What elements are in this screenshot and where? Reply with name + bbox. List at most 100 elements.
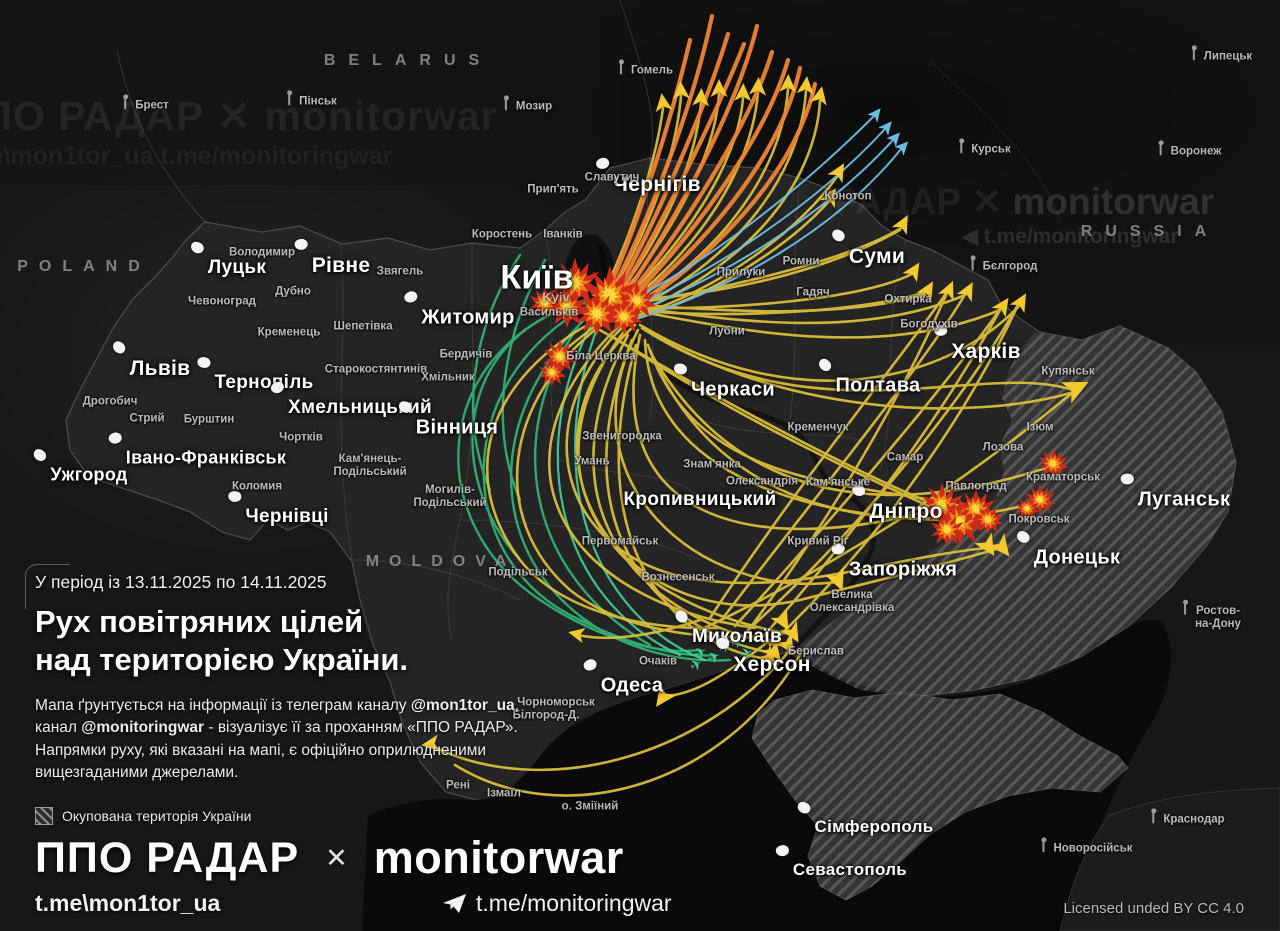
city-label: Дрогобич [82,395,138,408]
telegram-icon [443,893,466,913]
city-label: Сімферополь [796,800,933,837]
channel-handle-mon1tor[interactable]: @mon1tor_ua [410,696,515,714]
telegram-link-mon1tor[interactable]: t.me\mon1tor_ua [35,890,221,916]
city-label: Кременчук [787,421,849,434]
channel-handle-monitoringwar[interactable]: @monitoringwar [81,719,205,737]
city-label: Бердичів [439,348,493,361]
city-label: Ужгород [31,447,127,486]
brand-ppo-radar: ППО РАДАР [35,833,300,882]
city-label: Липецьк [1191,45,1252,63]
map-pin-icon [970,255,976,271]
city-label: Вознесенськ [641,571,715,584]
license-note: Licensed unded BY CC 4.0 [1063,900,1244,917]
city-label: Очаків [638,655,678,668]
city-label: Первомайськ [581,535,659,548]
occupied-legend-label: Окупована територія України [62,807,252,824]
city-label: Хмельницький [268,379,432,419]
city-label: Тернопіль [197,356,313,394]
city-label: Стрий [129,412,165,425]
plane-icon: ✈ [738,643,756,664]
telegram-link-monitoringwar[interactable]: t.me/monitoringwar [476,890,672,916]
city-area-icon [716,637,730,650]
city-label: Івано-Франківськ [107,430,286,469]
city-label: Бурштин [183,413,235,426]
city-label: Іванків [543,228,583,241]
description: Мапа ґрунтується на інформації із телегр… [35,695,527,785]
city-label: Луганськ [1119,472,1231,512]
map-pin-icon [1158,140,1164,156]
city-label: Богодухів [900,318,958,331]
city-label: Кропивницький [623,489,777,511]
map-pin-icon [122,94,128,110]
map-pin-icon [1150,808,1156,824]
city-label: Краснодар [1150,808,1225,826]
city-label: Кременець [257,326,321,339]
city-label: Чортків [279,431,323,444]
city-label: о. Зміїний [561,800,619,813]
city-label: Велика Олександрівка [809,588,895,614]
occupied-legend-swatch [35,806,53,825]
city-label: Білгород-Д. [512,709,580,722]
map-pin-icon [1040,837,1046,853]
city-label: Чернігів [594,155,701,197]
city-label: Херсон [716,637,811,677]
city-label: Гомель [618,59,673,77]
footer-branding: ППО РАДАР ✕ monitorwar t.me\mon1tor_ua t… [35,832,672,917]
city-label: Звенигородка [582,430,662,443]
city-label: Ромни [782,255,820,268]
map-pin-icon [958,138,964,154]
city-label: Рені [446,779,470,792]
panel-corner-decoration [25,564,70,609]
country-label: MOLDOVA [365,553,517,570]
city-label: Олександрія [725,475,799,488]
city-label: Краматорськ [1026,471,1100,484]
city-label: Знам'янка [683,458,741,471]
cross-separator-icon: ✕ [325,842,348,873]
city-label: Могилів- Подільський [413,483,487,509]
country-label: POLAND [17,258,151,275]
city-label: Луцьк [189,240,266,279]
city-label: Kyiv [542,289,570,305]
city-label: Донецьк [1015,529,1121,570]
city-label: Одеса [581,656,664,698]
map-pin-icon [286,90,292,106]
krasnodar-coast [1059,787,1280,931]
city-label: Подільськ [488,566,548,579]
occupied-territory [752,326,1236,900]
city-label: Житомир [402,288,514,330]
city-label: Дубно [275,285,311,298]
city-label: Ізюм [1026,421,1054,434]
city-label: Мозир [503,95,552,113]
city-label: Київ [500,258,574,297]
city-label: Кам'янське [805,476,871,489]
city-label: Новоросійськ [1040,837,1133,855]
city-label: Хмільник [421,371,475,384]
city-label: Умань [574,455,610,468]
country-label: RUSSIA [1080,223,1220,240]
description-text: - візуалізує її за проханням «ППО РАДАР»… [35,719,518,782]
date-period: У період із 13.11.2025 по 14.11.2025 [35,572,327,592]
city-label: Пінськ [286,90,337,108]
city-label: Бєлгород [970,255,1037,273]
title-line-2: над територією України. [35,641,409,677]
city-label: Лубни [709,325,745,338]
map-pin-icon [1182,599,1188,615]
city-label: Львів [110,339,191,381]
map-pin-icon [1191,45,1197,61]
city-label: Чернівці [227,490,328,528]
city-label: Покровськ [1008,513,1070,526]
page-title: Рух повітряних цілей над територією Укра… [35,603,527,679]
city-label: Харків [933,323,1021,364]
city-label: Коломия [231,480,283,493]
city-label: Берислав [788,645,844,658]
city-label: Дніпро [851,484,943,524]
city-label: Севастополь [774,843,907,880]
description-text: , канал [35,696,519,737]
city-label: Біла Церква [566,350,636,363]
city-label: Миколаїв [673,608,782,648]
city-label: Павлоград [945,480,1007,493]
brand-monitorwar: monitorwar [373,832,624,883]
city-label: Чорноморськ [517,696,595,709]
title-line-1: Рух повітряних цілей [35,604,364,639]
